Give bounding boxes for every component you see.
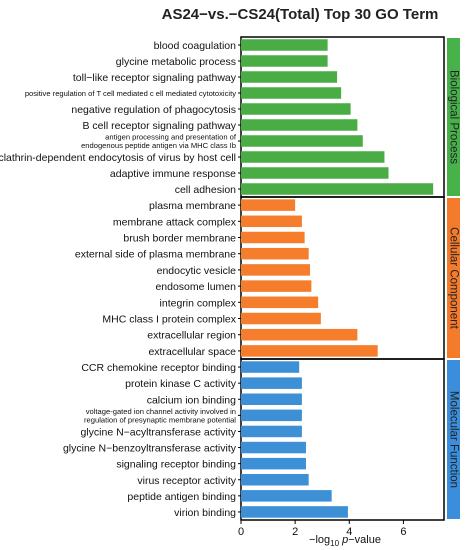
category-label: virus receptor activity (137, 475, 236, 487)
bar (241, 393, 302, 405)
category-label: protein kinase C activity (125, 378, 237, 390)
category-label: extracellular space (148, 346, 236, 358)
bar (241, 280, 312, 292)
bar (241, 377, 302, 389)
category-label: membrane attack complex (113, 216, 237, 228)
facet-strip-label: Molecular Function (448, 391, 460, 488)
bar (241, 183, 434, 195)
bar (241, 506, 348, 518)
category-label: brush border membrane (123, 233, 236, 245)
category-label: voltage-gated ion channel activity invol… (84, 407, 236, 425)
bar (241, 345, 378, 357)
bar (241, 199, 296, 211)
category-label: glycine N−benzoyltransferase activity (63, 443, 237, 455)
category-label: peptide antigen binding (127, 491, 236, 503)
bar (241, 264, 311, 276)
category-label: extracellular region (147, 330, 236, 342)
bar (241, 490, 332, 502)
bar (241, 39, 328, 51)
facet-strip-label: Cellular Component (448, 227, 460, 329)
category-label: endocytic vesicle (157, 265, 237, 277)
x-tick-label: 0 (238, 526, 244, 538)
category-label: blood coagulation (154, 40, 236, 52)
x-tick-label: 6 (400, 526, 406, 538)
category-label: external side of plasma membrane (75, 249, 236, 261)
category-label: B cell receptor signaling pathway (82, 120, 236, 132)
category-label: positive regulation of T cell mediated c… (25, 89, 236, 98)
category-label: antigen processing and presentation of en… (81, 133, 237, 151)
bar (241, 409, 302, 422)
facet-strip (447, 198, 460, 358)
bar (241, 103, 351, 115)
bar (241, 361, 300, 373)
bar (241, 215, 302, 228)
chart-title: AS24−vs.−CS24(Total) Top 30 GO Term (162, 6, 439, 23)
bar (241, 71, 338, 83)
panel-frame (240, 358, 445, 521)
bar (241, 167, 389, 179)
category-label: glycine N−acyltransferase activity (80, 426, 236, 438)
bar (241, 441, 306, 454)
category-label: endosome lumen (155, 281, 236, 293)
category-label: negative regulation of phagocytosis (71, 104, 236, 116)
category-label: integrin complex (160, 297, 237, 309)
bar (241, 247, 309, 260)
bar (241, 87, 342, 99)
bar (241, 119, 358, 131)
facet-strip-label: Biological Process (448, 70, 460, 164)
category-label: toll−like receptor signaling pathway (73, 72, 237, 84)
bar (241, 457, 306, 470)
bar (241, 151, 385, 163)
bar (241, 55, 328, 67)
bar (241, 312, 321, 325)
bar (241, 231, 305, 244)
category-label: signaling receptor binding (116, 459, 236, 471)
category-label: virion binding (174, 507, 236, 519)
x-tick-label: 2 (292, 526, 298, 538)
bar (241, 425, 302, 438)
bar (241, 296, 319, 309)
bar (241, 474, 309, 486)
category-label: plasma membrane (149, 200, 236, 212)
x-tick-label: 4 (346, 526, 352, 538)
bar (241, 328, 358, 341)
facet-strip (447, 38, 460, 196)
plot-area: blood coagulation glycine metabolic proce… (0, 36, 460, 538)
x-axis-label: −log10 p−value (309, 534, 381, 548)
bar (241, 135, 363, 147)
category-label: clathrin-dependent endocytosis of virus … (0, 152, 236, 164)
category-label: MHC class I protein complex (102, 314, 236, 326)
category-label: calcium ion binding (147, 394, 236, 406)
category-label: adaptive immune response (110, 168, 236, 180)
category-label: CCR chemokine receptor binding (81, 362, 236, 374)
facet-strip (447, 360, 460, 519)
category-label: cell adhesion (175, 184, 236, 196)
category-label: glycine metabolic process (116, 56, 236, 68)
